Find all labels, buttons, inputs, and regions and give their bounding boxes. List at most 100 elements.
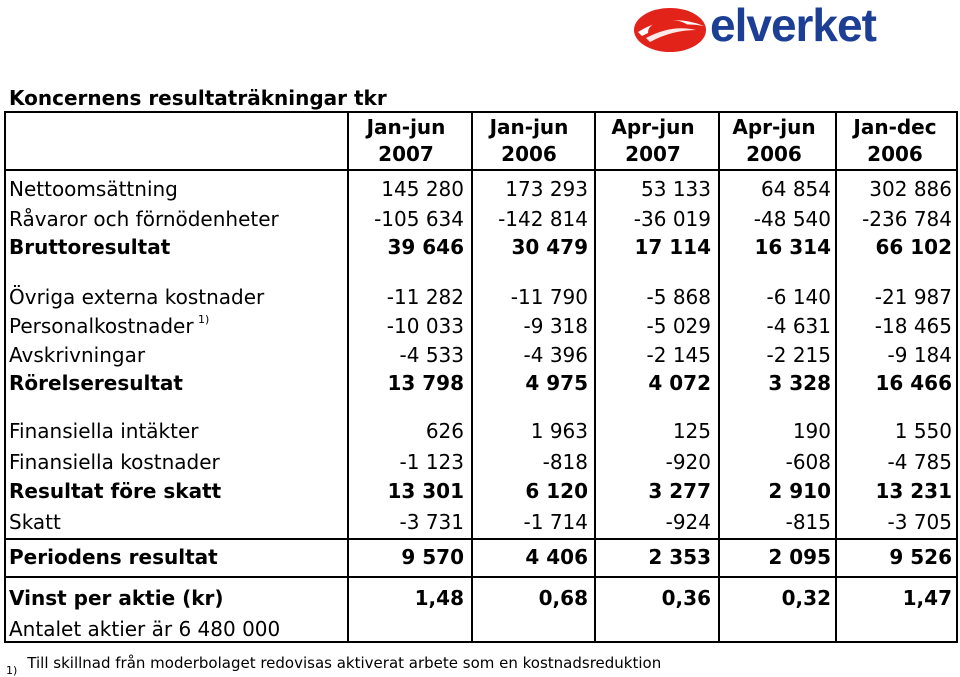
table-cell: 3 328: [768, 371, 831, 395]
table-cell: -105 634: [374, 207, 464, 231]
table-cell: 2 095: [768, 545, 831, 569]
column-header-year: 2006: [746, 142, 802, 166]
table-cell: -236 784: [862, 207, 952, 231]
row-label: Nettoomsättning: [9, 177, 178, 201]
row-divider: [6, 538, 956, 540]
column-header-period: Apr-jun: [611, 115, 695, 139]
table-cell: -9 318: [523, 314, 588, 338]
table-cell: 9 570: [401, 545, 464, 569]
column-header-period: Apr-jun: [732, 115, 816, 139]
row-label: Avskrivningar: [9, 343, 146, 367]
table-cell: -48 540: [753, 207, 831, 231]
column-header-period: Jan-dec: [853, 115, 937, 139]
table-cell: 3 277: [648, 479, 711, 503]
table-cell: 13 301: [387, 479, 464, 503]
table-cell: 0,32: [781, 586, 831, 610]
table-cell: 17 114: [634, 235, 711, 259]
table-cell: 4 975: [525, 371, 588, 395]
footnote-text: Till skillnad från moderbolaget redovisa…: [27, 654, 662, 672]
row-label: Personalkostnader: [9, 314, 194, 338]
report-title: Koncernens resultaträkningar tkr: [9, 86, 387, 110]
table-cell: -818: [542, 450, 588, 474]
table-cell: -3 705: [887, 510, 952, 534]
column-divider: [347, 113, 349, 641]
table-cell: -608: [785, 450, 831, 474]
row-label: Rörelseresultat: [9, 371, 183, 395]
table-cell: 125: [672, 419, 711, 443]
table-cell: -4 785: [887, 450, 952, 474]
table-cell: -11 790: [510, 285, 588, 309]
column-header-year: 2006: [867, 142, 923, 166]
table-cell: -924: [665, 510, 711, 534]
table-cell: -4 533: [399, 343, 464, 367]
table-cell: 145 280: [381, 177, 464, 201]
table-cell: -36 019: [633, 207, 711, 231]
table-cell: 39 646: [387, 235, 464, 259]
row-divider: [6, 576, 956, 578]
footnote: 1) Till skillnad från moderbolaget redovi…: [6, 654, 662, 677]
row-label: Finansiella kostnader: [9, 450, 220, 474]
table-cell: 1 963: [530, 419, 588, 443]
shares-note: Antalet aktier är 6 480 000: [9, 617, 281, 641]
table-cell: -1 123: [399, 450, 464, 474]
table-cell: 4 406: [525, 545, 588, 569]
table-cell: 626: [425, 419, 464, 443]
table-cell: -920: [665, 450, 711, 474]
footnote-marker: 1): [6, 664, 18, 677]
column-divider: [594, 113, 596, 641]
logo-wordmark: elverket: [710, 0, 877, 51]
row-note-marker: 1): [198, 313, 210, 326]
table-cell: 6 120: [525, 479, 588, 503]
table-cell: -2 145: [646, 343, 711, 367]
table-cell: 16 466: [875, 371, 952, 395]
table-cell: 190: [792, 419, 831, 443]
table-cell: 302 886: [869, 177, 952, 201]
row-label: Finansiella intäkter: [9, 419, 199, 443]
table-cell: -815: [785, 510, 831, 534]
row-label: Resultat före skatt: [9, 479, 222, 503]
column-divider: [718, 113, 720, 641]
table-cell: 2 353: [648, 545, 711, 569]
table-cell: 53 133: [641, 177, 711, 201]
table-cell: -6 140: [766, 285, 831, 309]
table-cell: 64 854: [761, 177, 831, 201]
table-cell: 173 293: [505, 177, 588, 201]
row-label: Övriga externa kostnader: [9, 285, 265, 309]
table-cell: -9 184: [887, 343, 952, 367]
table-cell: -1 714: [523, 510, 588, 534]
column-header-period: Jan-jun: [366, 115, 446, 139]
table-cell: -3 731: [399, 510, 464, 534]
row-label: Periodens resultat: [9, 545, 218, 569]
table-cell: -18 465: [874, 314, 952, 338]
table-cell: -5 029: [646, 314, 711, 338]
table-cell: 0,36: [661, 586, 711, 610]
table-cell: -142 814: [498, 207, 588, 231]
table-cell: 0,68: [538, 586, 588, 610]
column-divider: [471, 113, 473, 641]
table-cell: -5 868: [646, 285, 711, 309]
column-divider: [835, 113, 837, 641]
table-cell: 1,48: [414, 586, 464, 610]
table-cell: 13 231: [875, 479, 952, 503]
table-cell: -10 033: [386, 314, 464, 338]
table-cell: 1,47: [902, 586, 952, 610]
row-label: Vinst per aktie (kr): [9, 586, 224, 610]
table-cell: 2 910: [768, 479, 831, 503]
column-header-year: 2007: [625, 142, 681, 166]
row-label: Bruttoresultat: [9, 235, 171, 259]
column-header-year: 2007: [378, 142, 434, 166]
table-cell: 13 798: [387, 371, 464, 395]
row-label: Råvaror och förnödenheter: [9, 207, 279, 231]
table-cell: 1 550: [894, 419, 952, 443]
income-statement-table: [4, 111, 958, 643]
row-label: Skatt: [9, 510, 61, 534]
table-cell: -2 215: [766, 343, 831, 367]
elverket-logo: elverket: [632, 0, 912, 58]
header-divider: [6, 169, 956, 171]
table-cell: -4 631: [766, 314, 831, 338]
table-cell: -4 396: [523, 343, 588, 367]
elverket-logo-mark: [634, 8, 706, 52]
table-cell: 30 479: [511, 235, 588, 259]
table-cell: 4 072: [648, 371, 711, 395]
column-header-year: 2006: [501, 142, 557, 166]
